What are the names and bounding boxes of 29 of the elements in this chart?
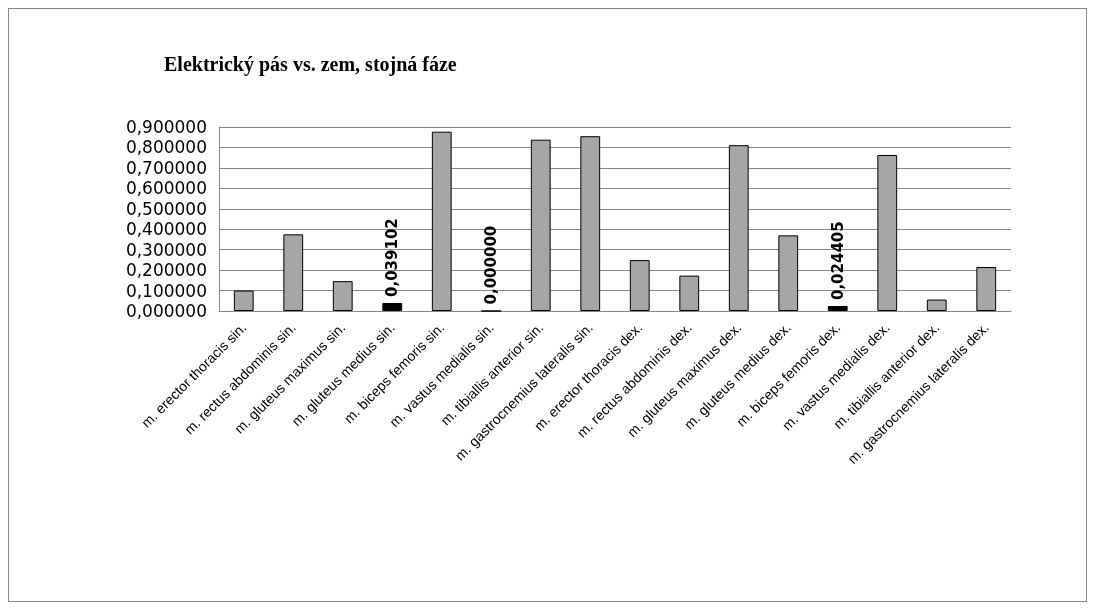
bar (382, 303, 403, 311)
bar (728, 145, 749, 311)
y-tick-label: 0,400000 (125, 219, 207, 240)
bar (877, 155, 898, 311)
bar (827, 306, 848, 311)
bar (431, 131, 452, 311)
data-label: 0,024405 (828, 221, 847, 301)
data-label: 0,000000 (482, 225, 501, 305)
y-tick-label: 0,600000 (125, 178, 207, 199)
y-tick-label: 0,100000 (125, 280, 207, 301)
bar (580, 136, 601, 311)
y-tick-label: 0,200000 (125, 260, 207, 281)
bar (332, 281, 353, 311)
y-tick-label: 0,000000 (125, 301, 207, 321)
bar (926, 299, 947, 311)
y-tick-label: 0,500000 (125, 198, 207, 219)
bar (629, 260, 650, 311)
y-tick-label: 0,300000 (125, 239, 207, 260)
bar (283, 234, 304, 311)
y-tick-label: 0,900000 (125, 117, 207, 137)
bar (233, 290, 254, 311)
chart-title: Elektrický pás vs. zem, stojná fáze (164, 53, 457, 76)
y-tick-label: 0,700000 (125, 157, 207, 178)
bar (530, 139, 551, 311)
bar (679, 275, 700, 311)
bar (976, 267, 997, 311)
y-tick-label: 0,800000 (125, 137, 207, 158)
data-label: 0,039102 (383, 218, 402, 298)
bar (778, 235, 799, 311)
